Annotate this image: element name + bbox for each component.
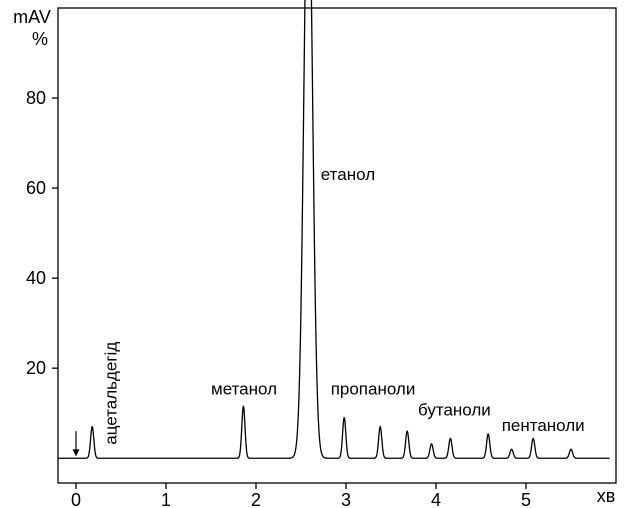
y-axis-unit-label: mAV % xyxy=(13,7,51,49)
x-tick-label: 0 xyxy=(71,490,81,508)
y-axis-unit-line-1: mAV xyxy=(13,7,51,27)
plot-frame xyxy=(57,7,617,484)
x-axis-unit-label: хв xyxy=(597,486,616,506)
x-tick-label: 5 xyxy=(521,490,531,508)
axis-ticks: 0 1 2 3 4 5 20 40 60 80 xyxy=(26,88,531,508)
x-tick-label: 4 xyxy=(431,490,441,508)
injection-arrow-head xyxy=(72,449,80,457)
y-tick-label: 40 xyxy=(26,268,46,288)
y-axis-unit-line-2: % xyxy=(32,29,48,49)
peak-annotation: пропаноли xyxy=(331,379,416,398)
peak-annotation: ацетальдегід xyxy=(102,342,121,445)
x-tick-label: 3 xyxy=(341,490,351,508)
chromatogram-trace xyxy=(58,0,610,459)
peak-annotation: метанол xyxy=(211,379,277,398)
x-tick-label: 2 xyxy=(251,490,261,508)
peak-annotation: пентаноли xyxy=(502,416,585,435)
injection-marker xyxy=(72,431,80,457)
x-tick-label: 1 xyxy=(161,490,171,508)
peak-annotations: ацетальдегід метанол етанол пропанолибутано… xyxy=(102,165,585,445)
y-tick-label: 80 xyxy=(26,88,46,108)
y-tick-label: 20 xyxy=(26,358,46,378)
peak-annotation: етанол xyxy=(321,165,375,184)
y-tick-label: 60 xyxy=(26,178,46,198)
peak-annotation: бутаноли xyxy=(418,400,491,419)
